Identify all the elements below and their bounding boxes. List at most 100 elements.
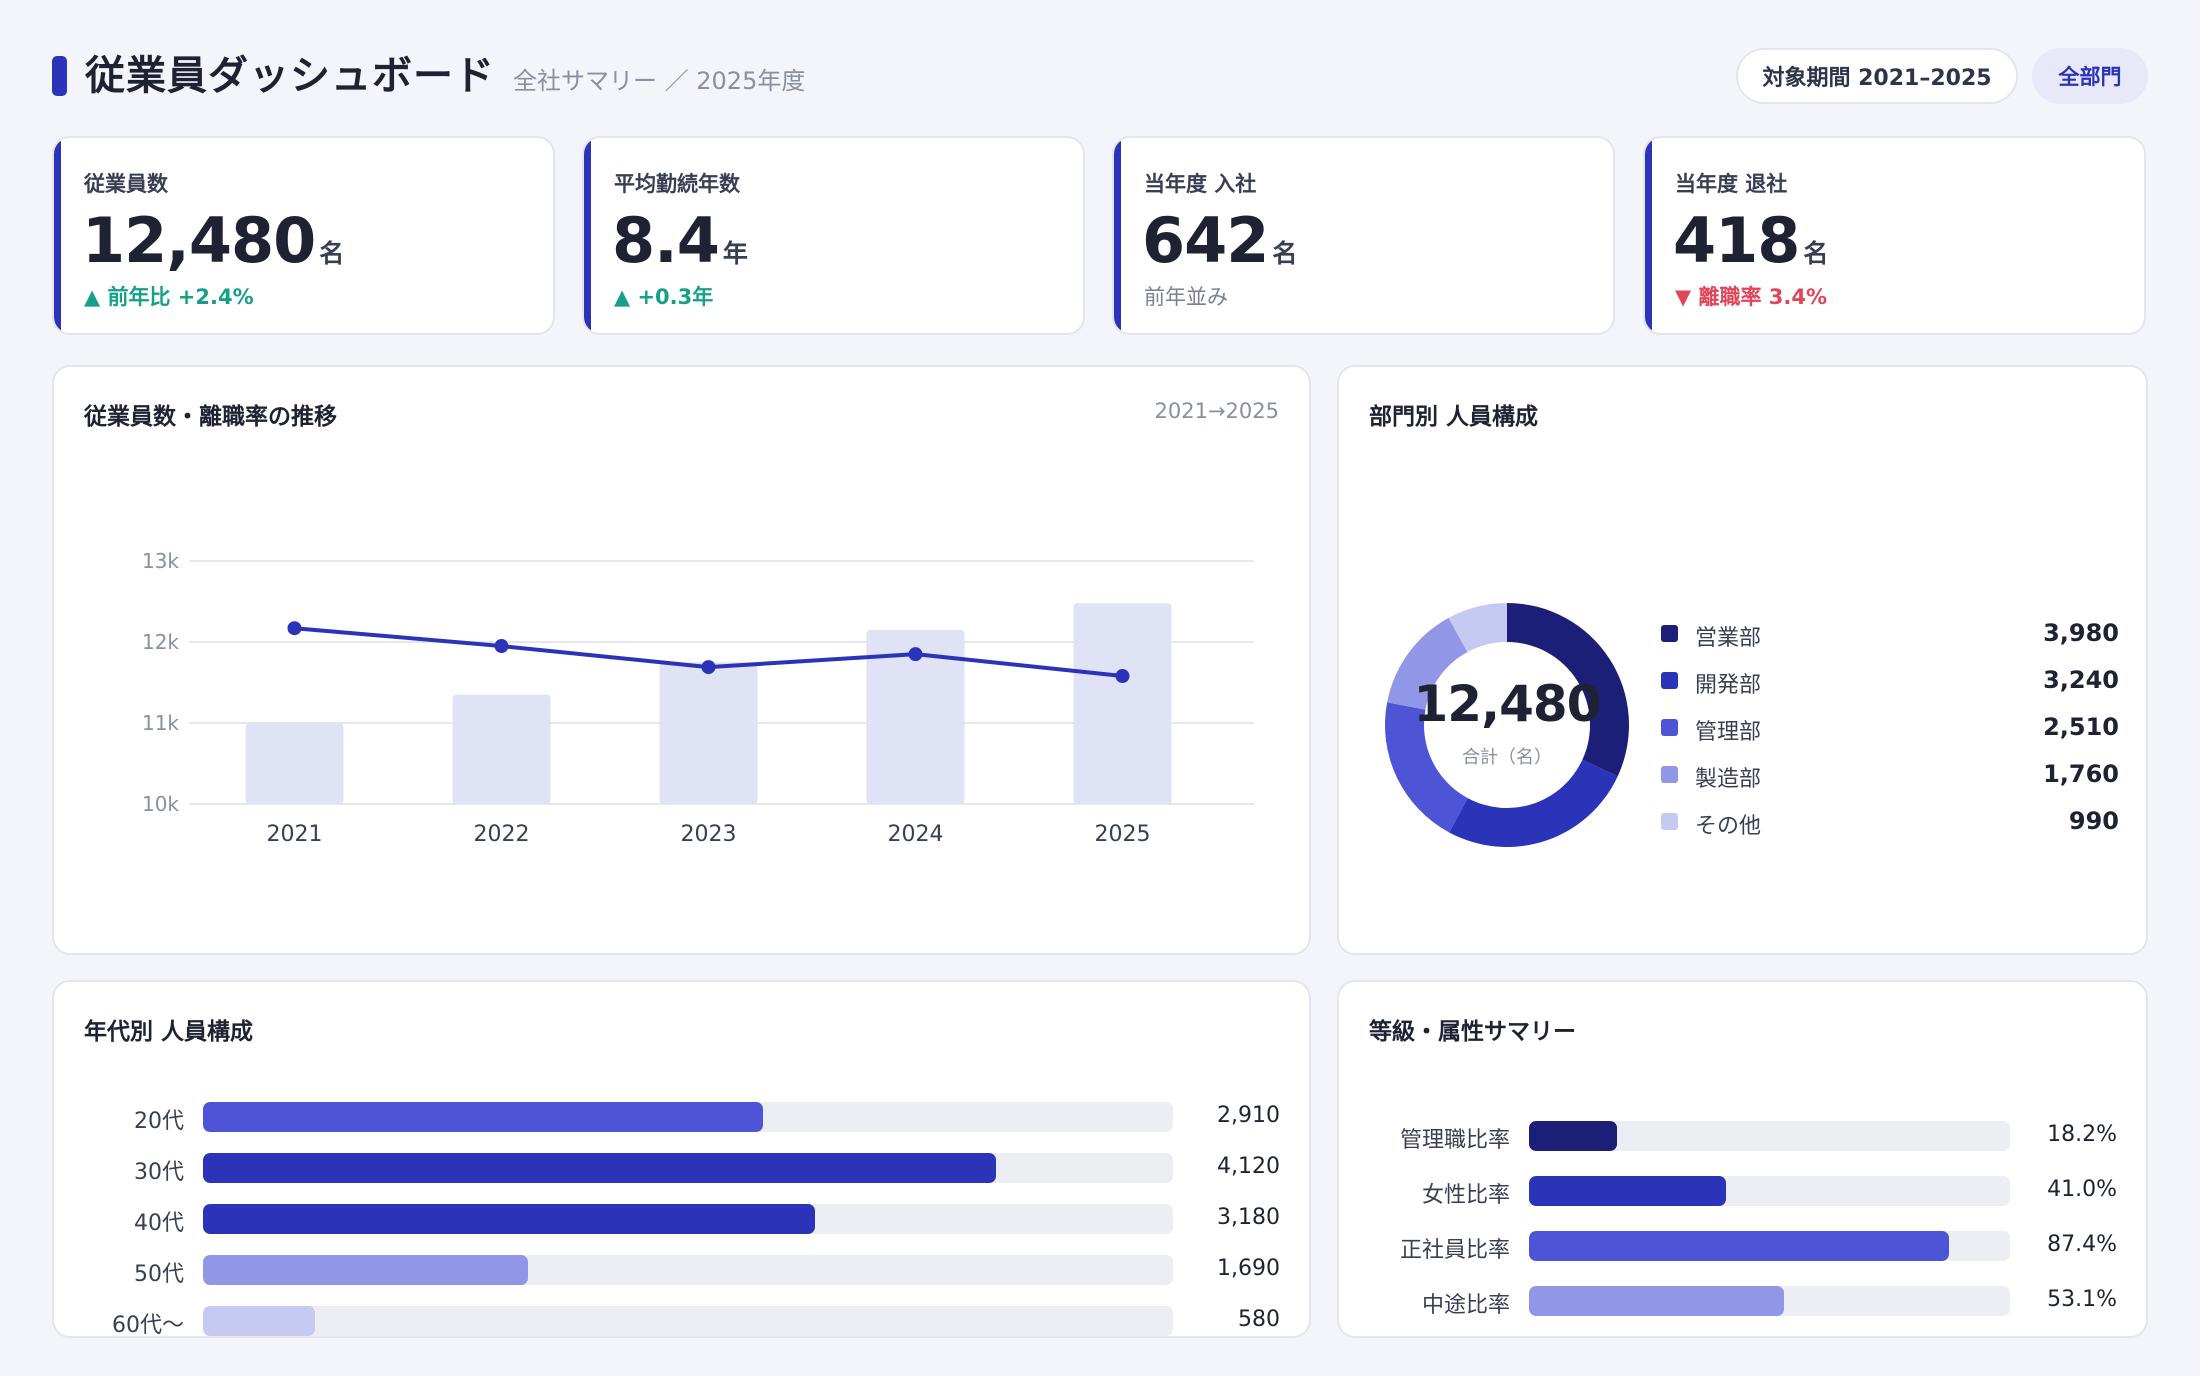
kpi-value-row: 642 名 [1142,204,1297,277]
y-tick-label: 13k [142,549,179,573]
x-tick-label: 2024 [888,822,944,847]
grade-bar-row: 管理職比率 18.2% [1339,1116,2146,1156]
department-donut-chart [1385,603,1629,847]
kpi-value: 8.4 [612,204,720,277]
trend-point [287,621,302,636]
department-chart-title: 部門別 人員構成 [1369,404,1539,430]
legend-value: 1,760 [2043,760,2119,788]
bar-track [1529,1176,2010,1206]
legend-label: 製造部 [1695,767,1762,792]
legend-label: その他 [1695,814,1762,839]
bar-label: 20代 [134,1109,184,1134]
y-tick-label: 11k [142,711,179,735]
kpi-card-hires: 当年度 入社 642 名 前年並み [1112,136,1615,335]
bar-track [203,1102,1173,1132]
period-filter-button[interactable]: 対象期間 2021–2025 [1736,48,2018,104]
bar-label: 30代 [134,1160,184,1185]
kpi-card-leavers: 当年度 退社 418 名 ▼ 離職率 3.4% [1643,136,2146,335]
kpi-value: 418 [1673,204,1800,277]
bar-label: 50代 [134,1262,184,1287]
department-filter-button[interactable]: 全部門 [2032,48,2148,104]
kpi-unit: 年 [722,239,748,268]
legend-swatch [1661,672,1678,689]
grade-bar-row: 正社員比率 87.4% [1339,1226,2146,1266]
trend-chart-card: 従業員数・離職率の推移 2021→2025 10k 11k 12k 13k 2021 20… [52,365,1311,955]
legend-item: 製造部 1,760 [1661,754,2119,801]
headcount-bar [245,723,344,804]
kpi-delta: ▲ +0.3年 [614,285,714,309]
bar-fill [203,1153,996,1183]
bar-value: 4,120 [1217,1154,1280,1179]
bar-fill [1529,1176,1727,1206]
legend-label: 営業部 [1695,626,1762,651]
donut-total-value: 12,480 [1413,675,1602,733]
bar-label: 正社員比率 [1399,1238,1510,1263]
trend-point [1115,669,1130,684]
legend-value: 990 [2068,807,2119,835]
kpi-value-row: 8.4 年 [612,204,748,277]
trend-point [701,660,716,675]
trend-chart: 10k 11k 12k 13k 2021 2022 2023 2024 2025 [142,549,1254,847]
grade-bar-row: 中途比率 53.1% [1339,1281,2146,1321]
age-bar-row: 30代 4,120 [54,1148,1309,1188]
age-bar-chart: 20代 2,910 30代 4,120 40代 3,180 50代 1,690 60代〜 580 [54,982,1309,1336]
bar-track [1529,1286,2010,1316]
donut-slice [1387,617,1468,710]
age-bar-row: 50代 1,690 [54,1250,1309,1290]
legend-value: 2,510 [2043,713,2119,741]
kpi-value: 642 [1142,204,1269,277]
dashboard-header: 従業員ダッシュボード 全社サマリー ／ 2025年度 対象期間 2021–202… [52,48,2148,104]
age-bar-row: 60代〜 580 [54,1301,1309,1336]
legend-value: 3,980 [2043,619,2119,647]
headcount-bar [659,662,758,804]
bar-value: 1,690 [1217,1256,1280,1281]
grade-summary-title: 等級・属性サマリー [1369,1019,1576,1045]
legend-item: 開発部 3,240 [1661,660,2119,707]
bar-fill [1529,1286,1785,1316]
kpi-value-row: 418 名 [1673,204,1828,277]
kpi-label: 平均勤続年数 [614,172,740,196]
title-accent-bar [52,56,67,96]
x-tick-label: 2022 [474,822,530,847]
headcount-bar [452,694,551,804]
age-chart-card: 年代別 人員構成 20代 2,910 30代 4,120 40代 3,180 50代 1,69… [52,980,1311,1338]
grade-summary-card: 等級・属性サマリー 管理職比率 18.2% 女性比率 41.0% 正社員比率 87.4% 中… [1337,980,2148,1338]
kpi-unit: 名 [319,239,345,268]
donut-total-label: 合計（名） [1462,747,1552,768]
x-tick-label: 2021 [267,822,323,847]
bar-fill [1529,1231,1950,1261]
bar-label: 女性比率 [1421,1183,1510,1208]
bar-track [203,1255,1173,1285]
bar-fill [203,1255,529,1285]
kpi-accent-bar [1645,138,1652,333]
kpi-value: 12,480 [82,204,316,277]
donut-slice [1507,603,1629,777]
headcount-bar [866,629,965,804]
legend-swatch [1661,625,1678,642]
bar-label: 管理職比率 [1399,1128,1510,1153]
kpi-label: 当年度 退社 [1675,172,1788,196]
kpi-delta: 前年並み [1144,285,1228,309]
page-title: 従業員ダッシュボード [85,53,495,99]
legend-label: 開発部 [1695,673,1762,698]
donut-slice [1449,759,1618,847]
trend-point [494,639,509,654]
age-bar-row: 20代 2,910 [54,1097,1309,1137]
kpi-label: 当年度 入社 [1144,172,1257,196]
kpi-card-tenure: 平均勤続年数 8.4 年 ▲ +0.3年 [582,136,1085,335]
grade-bar-row: 女性比率 41.0% [1339,1171,2146,1211]
bar-label: 40代 [134,1211,184,1236]
legend-item: 管理部 2,510 [1661,707,2119,754]
department-legend: 営業部 3,980 開発部 3,240 管理部 2,510 製造部 1,760 その他 990 [1661,613,2119,848]
y-tick-label: 10k [142,792,179,816]
bar-track [203,1306,1173,1336]
trend-range-label: 2021→2025 [1154,399,1279,423]
bar-value: 580 [1238,1307,1280,1332]
bar-value: 41.0% [2047,1177,2117,1202]
page-subtitle: 全社サマリー ／ 2025年度 [513,67,806,95]
kpi-unit: 名 [1803,239,1829,268]
x-tick-label: 2023 [681,822,737,847]
bar-track [1529,1121,2010,1151]
bar-value: 2,910 [1217,1103,1280,1128]
bar-track [203,1153,1173,1183]
